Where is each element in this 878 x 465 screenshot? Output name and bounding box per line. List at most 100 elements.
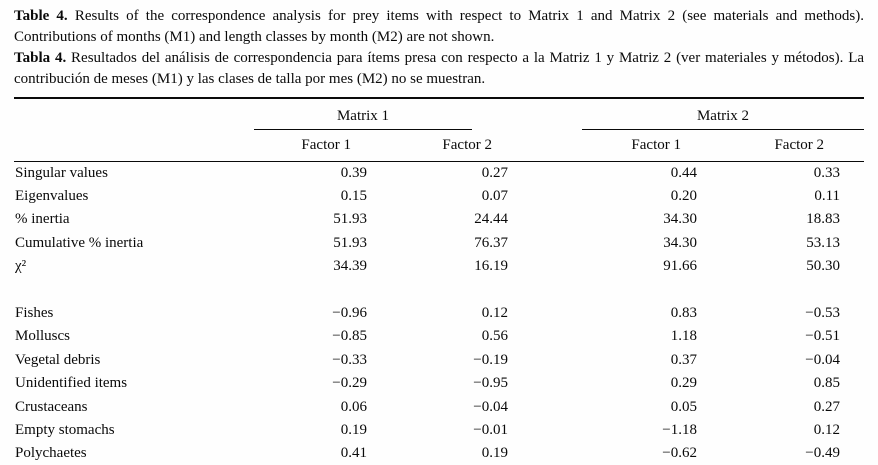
value-cell: −0.04 xyxy=(473,398,508,415)
row-label: χ² xyxy=(15,258,27,275)
caption-spanish-text: Resultados del análisis de correspondenc… xyxy=(14,50,865,87)
matrix1-factor1-header: Factor 1 xyxy=(254,130,391,162)
caption-english: Table 4. Results of the correspondence a… xyxy=(14,6,864,48)
matrix-header-row: Matrix 1 Matrix 2 xyxy=(14,98,865,130)
spacer-cell xyxy=(532,232,582,256)
value-cell: −0.49 xyxy=(805,445,841,462)
table-row-percent-inertia: % inertia 51.93 24.44 34.30 18.83 xyxy=(14,208,864,232)
value-cell: 34.30 xyxy=(663,211,697,228)
value-cell: 16.19 xyxy=(474,258,508,275)
value-cell: 53.13 xyxy=(806,234,841,251)
value-cell: 0.33 xyxy=(813,164,841,181)
table-row-cumulative-inertia: Cumulative % inertia 51.93 76.37 34.30 5… xyxy=(14,232,864,256)
group-spacer-cell xyxy=(532,130,582,162)
value-cell: 76.37 xyxy=(474,234,508,251)
value-cell: 0.15 xyxy=(340,187,367,204)
matrix1-factor2-header: Factor 2 xyxy=(391,130,532,162)
spacer-cell xyxy=(532,161,582,185)
value-cell: 0.39 xyxy=(340,164,367,181)
value-cell: 0.20 xyxy=(670,187,697,204)
value-cell: 0.27 xyxy=(481,164,508,181)
row-label: Singular values xyxy=(15,164,108,181)
matrix-2-group-header-cell: Matrix 2 xyxy=(582,98,865,130)
matrix-1-group-header-cell: Matrix 1 xyxy=(254,98,532,130)
value-cell: 0.12 xyxy=(481,304,508,321)
value-cell: 0.85 xyxy=(813,375,841,392)
value-cell: 0.29 xyxy=(670,375,697,392)
value-cell: 24.44 xyxy=(474,211,508,228)
caption-english-text: Results of the correspondence analysis f… xyxy=(14,8,864,45)
table-row-singular-values: Singular values 0.39 0.27 0.44 0.33 xyxy=(14,161,864,185)
caption-spanish-label: Tabla 4. xyxy=(14,50,67,66)
row-label: Molluscs xyxy=(15,328,71,345)
row-label: % inertia xyxy=(15,211,70,228)
spacer-cell xyxy=(532,349,582,373)
value-cell: −0.29 xyxy=(332,375,367,392)
value-cell: 0.07 xyxy=(481,187,508,204)
table-row-molluscs: Molluscs −0.85 0.56 1.18 −0.51 xyxy=(14,325,864,349)
value-cell: 34.30 xyxy=(663,234,697,251)
row-label: Crustaceans xyxy=(15,398,88,415)
table-row-fishes: Fishes −0.96 0.12 0.83 −0.53 xyxy=(14,302,864,326)
caption-spanish: Tabla 4. Resultados del análisis de corr… xyxy=(14,48,864,90)
spacer-cell xyxy=(532,255,582,279)
value-cell: 0.41 xyxy=(340,445,367,462)
value-cell: −0.95 xyxy=(473,375,508,392)
table-row-polychaetes: Polychaetes 0.41 0.19 −0.62 −0.49 xyxy=(14,443,864,465)
table-row-unidentified-items: Unidentified items −0.29 −0.95 0.29 0.85 xyxy=(14,372,864,396)
matrix2-factor2-header: Factor 2 xyxy=(721,130,865,162)
row-label: Polychaetes xyxy=(15,445,87,462)
value-cell: 0.37 xyxy=(670,351,697,368)
value-cell: 18.83 xyxy=(806,211,841,228)
value-cell: −0.04 xyxy=(805,351,841,368)
value-cell: 0.83 xyxy=(670,304,697,321)
value-cell: −1.18 xyxy=(662,422,697,439)
group-spacer-cell xyxy=(532,98,582,130)
table-row-crustaceans: Crustaceans 0.06 −0.04 0.05 0.27 xyxy=(14,396,864,420)
value-cell: 0.12 xyxy=(813,422,841,439)
value-cell: −0.19 xyxy=(473,351,508,368)
spacer-cell xyxy=(532,325,582,349)
value-cell: 0.44 xyxy=(670,164,697,181)
spacer-cell xyxy=(532,372,582,396)
spacer-cell xyxy=(532,208,582,232)
row-label: Vegetal debris xyxy=(15,351,101,368)
correspondence-analysis-table: Matrix 1 Matrix 2 Factor 1 Factor 2 Fact… xyxy=(14,97,865,465)
value-cell: 0.06 xyxy=(340,398,367,415)
value-cell: −0.85 xyxy=(332,328,367,345)
section-gap-row xyxy=(14,279,864,302)
matrix-1-header: Matrix 1 xyxy=(254,103,472,130)
value-cell: 91.66 xyxy=(663,258,697,275)
row-label: Empty stomachs xyxy=(15,422,115,439)
caption-english-label: Table 4. xyxy=(14,8,68,24)
value-cell: −0.33 xyxy=(332,351,367,368)
value-cell: 34.39 xyxy=(333,258,367,275)
value-cell: −0.62 xyxy=(662,445,697,462)
row-label: Cumulative % inertia xyxy=(15,234,144,251)
factor-header-row: Factor 1 Factor 2 Factor 1 Factor 2 xyxy=(14,130,865,162)
value-cell: 0.05 xyxy=(670,398,697,415)
table-caption: Table 4. Results of the correspondence a… xyxy=(14,6,864,90)
row-label: Fishes xyxy=(15,304,54,321)
table-row-chi-squared: χ² 34.39 16.19 91.66 50.30 xyxy=(14,255,864,279)
table-row-vegetal-debris: Vegetal debris −0.33 −0.19 0.37 −0.04 xyxy=(14,349,864,373)
value-cell: 50.30 xyxy=(806,258,841,275)
spacer-cell xyxy=(532,396,582,420)
table-row-empty-stomachs: Empty stomachs 0.19 −0.01 −1.18 0.12 xyxy=(14,419,864,443)
row-label: Unidentified items xyxy=(15,375,128,392)
matrix-2-header: Matrix 2 xyxy=(582,103,865,130)
value-cell: −0.53 xyxy=(805,304,841,321)
value-cell: 0.56 xyxy=(481,328,508,345)
row-label: Eigenvalues xyxy=(15,187,89,204)
spacer-cell xyxy=(532,443,582,465)
empty-corner-cell xyxy=(14,130,254,162)
value-cell: 0.19 xyxy=(340,422,367,439)
value-cell: −0.51 xyxy=(805,328,841,345)
value-cell: 51.93 xyxy=(333,234,367,251)
gap-cell xyxy=(14,279,864,302)
spacer-cell xyxy=(532,302,582,326)
matrix2-factor1-header: Factor 1 xyxy=(582,130,721,162)
value-cell: 0.11 xyxy=(814,187,841,204)
value-cell: −0.01 xyxy=(473,422,508,439)
